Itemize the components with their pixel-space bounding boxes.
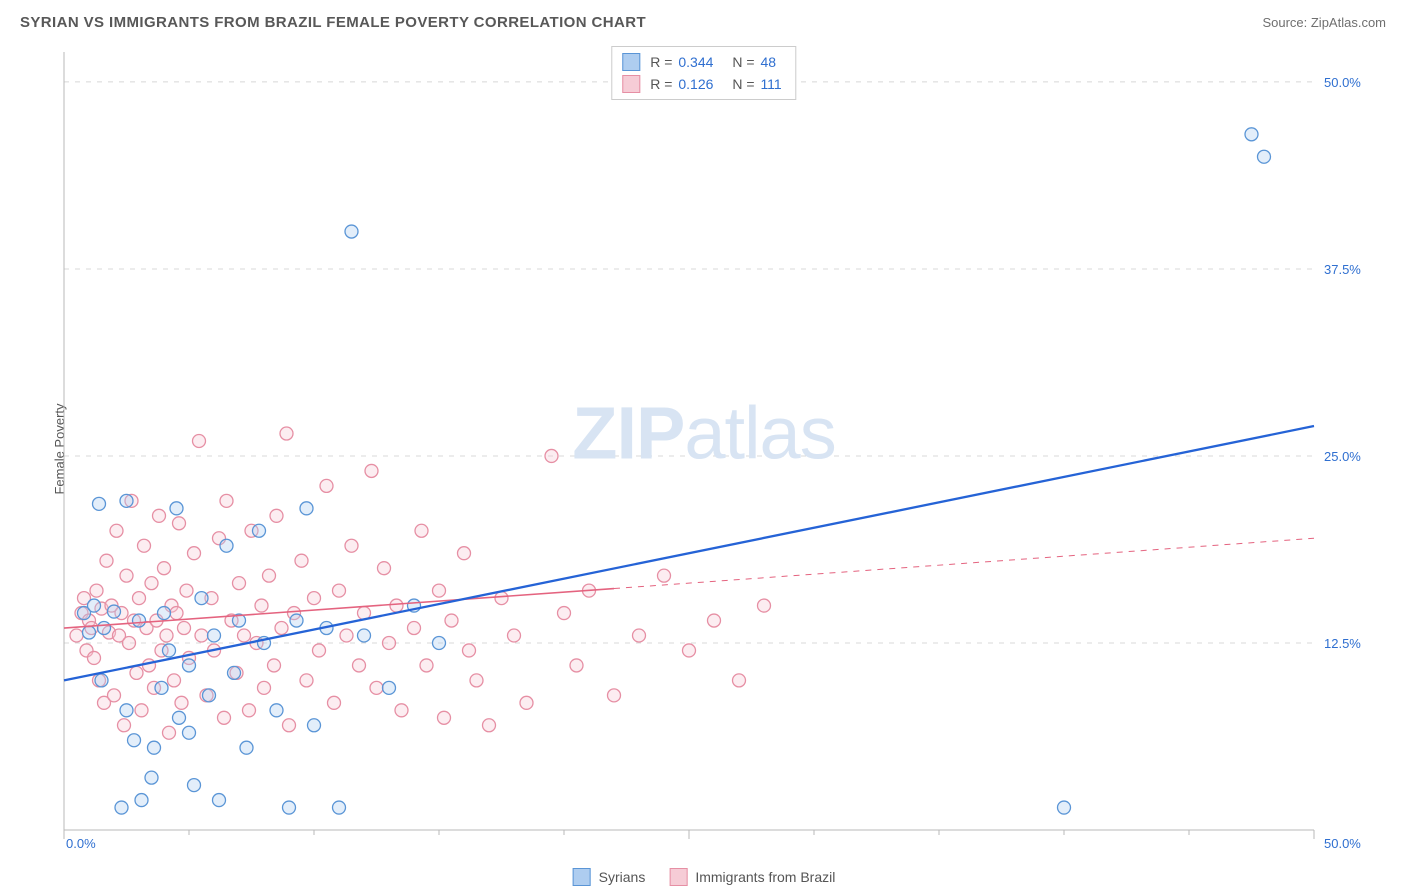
legend-label-syrians: Syrians (599, 869, 646, 885)
chart-source: Source: ZipAtlas.com (1262, 15, 1386, 30)
svg-text:37.5%: 37.5% (1324, 262, 1361, 277)
swatch-brazil (622, 75, 640, 93)
chart-title: SYRIAN VS IMMIGRANTS FROM BRAZIL FEMALE … (20, 14, 646, 31)
svg-text:12.5%: 12.5% (1324, 636, 1361, 651)
n-value-brazil: 111 (760, 76, 781, 92)
legend-item-brazil: Immigrants from Brazil (669, 868, 835, 886)
legend-bottom: Syrians Immigrants from Brazil (573, 868, 836, 886)
stats-row-syrians: R = 0.344 N = 48 (622, 53, 781, 71)
svg-text:25.0%: 25.0% (1324, 449, 1361, 464)
n-value-syrians: 48 (760, 54, 776, 70)
legend-label-brazil: Immigrants from Brazil (695, 869, 835, 885)
stats-row-brazil: R = 0.126 N = 111 (622, 75, 781, 93)
n-label: N = (732, 54, 754, 70)
legend-item-syrians: Syrians (573, 868, 646, 886)
r-label: R = (650, 54, 672, 70)
legend-swatch-brazil (669, 868, 687, 886)
chart-area: Female Poverty 12.5%25.0%37.5%50.0%0.0%5… (22, 46, 1386, 852)
n-label: N = (732, 76, 754, 92)
swatch-syrians (622, 53, 640, 71)
r-value-brazil: 0.126 (678, 76, 722, 92)
svg-text:50.0%: 50.0% (1324, 836, 1361, 851)
svg-text:0.0%: 0.0% (66, 836, 96, 851)
r-label: R = (650, 76, 672, 92)
chart-header: SYRIAN VS IMMIGRANTS FROM BRAZIL FEMALE … (0, 0, 1406, 31)
svg-text:50.0%: 50.0% (1324, 75, 1361, 90)
r-value-syrians: 0.344 (678, 54, 722, 70)
stats-legend-box: R = 0.344 N = 48 R = 0.126 N = 111 (611, 46, 796, 100)
scatter-plot: 12.5% 25.0% 37.5% 50.0% 0.0% 50.0% (56, 46, 1386, 852)
legend-swatch-syrians (573, 868, 591, 886)
